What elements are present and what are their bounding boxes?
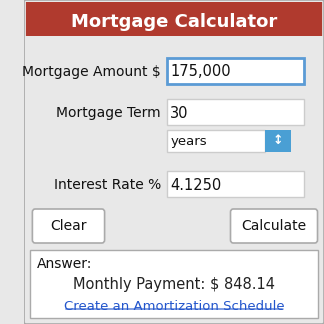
FancyBboxPatch shape (230, 209, 318, 243)
FancyBboxPatch shape (265, 130, 291, 152)
FancyBboxPatch shape (167, 171, 304, 197)
Text: Interest Rate %: Interest Rate % (54, 178, 161, 192)
Text: Monthly Payment: $ 848.14: Monthly Payment: $ 848.14 (73, 276, 275, 292)
FancyBboxPatch shape (167, 99, 304, 125)
Text: ↕: ↕ (272, 134, 283, 147)
FancyBboxPatch shape (167, 58, 304, 84)
Text: 4.1250: 4.1250 (170, 178, 222, 192)
Text: 30: 30 (170, 106, 189, 121)
Text: Mortgage Term: Mortgage Term (56, 106, 161, 120)
Text: years: years (170, 134, 207, 147)
FancyBboxPatch shape (29, 250, 318, 318)
Text: 175,000: 175,000 (170, 64, 231, 79)
Text: Create an Amortization Schedule: Create an Amortization Schedule (64, 299, 284, 313)
FancyBboxPatch shape (24, 0, 324, 324)
FancyBboxPatch shape (26, 2, 322, 36)
FancyBboxPatch shape (167, 130, 265, 152)
Text: Clear: Clear (50, 219, 87, 233)
Text: Mortgage Amount $: Mortgage Amount $ (22, 65, 161, 79)
Text: Mortgage Calculator: Mortgage Calculator (71, 13, 277, 31)
Text: Calculate: Calculate (241, 219, 307, 233)
FancyBboxPatch shape (32, 209, 105, 243)
Text: Answer:: Answer: (37, 257, 92, 271)
